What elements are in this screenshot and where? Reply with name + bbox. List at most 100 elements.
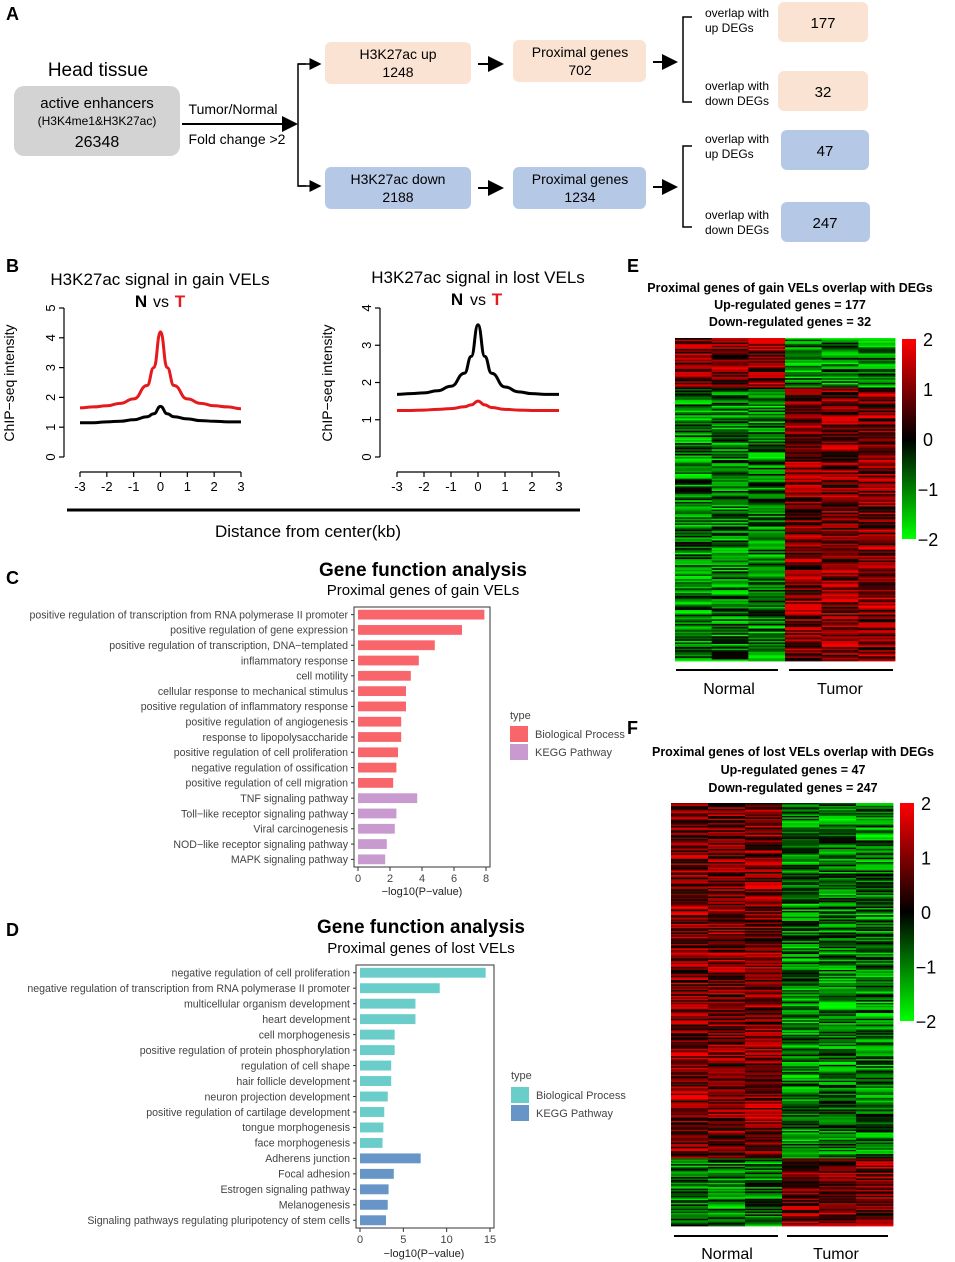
F-cell xyxy=(708,1194,746,1197)
F-cell xyxy=(819,905,857,907)
F-cell xyxy=(708,1096,746,1099)
E-cell xyxy=(858,362,896,365)
E-cell xyxy=(821,472,859,475)
F-cell xyxy=(782,834,820,837)
E-cell xyxy=(858,441,896,444)
F-cell xyxy=(708,1057,746,1060)
F-cell xyxy=(782,1046,820,1048)
b-left-ylabel: ChIP−seq intensity xyxy=(1,324,17,441)
f-colorbar xyxy=(900,803,914,1021)
F-cell xyxy=(745,1077,783,1080)
E-cell xyxy=(748,557,786,560)
F-cell xyxy=(856,1067,894,1070)
E-cell xyxy=(858,501,896,504)
F-cell xyxy=(782,1146,820,1149)
E-cell xyxy=(821,348,859,351)
F-cell xyxy=(745,906,783,909)
F-cell xyxy=(819,1095,857,1097)
E-cell xyxy=(675,370,713,373)
F-cell xyxy=(708,1164,746,1166)
F-cell xyxy=(708,1024,746,1027)
C-bar xyxy=(358,625,462,635)
F-cell xyxy=(819,831,857,834)
F-cell xyxy=(708,1112,746,1115)
F-cell xyxy=(782,1171,820,1174)
E-cell xyxy=(821,565,859,568)
F-cell xyxy=(671,936,709,939)
F-cell xyxy=(856,890,894,893)
F-cell xyxy=(819,1041,857,1044)
F-cell xyxy=(819,815,857,818)
F-cell xyxy=(782,837,820,840)
F-cell xyxy=(745,990,783,992)
E-cell xyxy=(711,644,749,646)
F-cell xyxy=(708,1056,746,1059)
F-cell xyxy=(819,836,857,838)
E-cell xyxy=(748,545,786,548)
E-cell xyxy=(785,557,823,560)
F-cell xyxy=(819,1051,857,1054)
F-cell xyxy=(671,1011,709,1014)
E-cell xyxy=(675,542,713,544)
E-cell xyxy=(785,656,823,659)
E-cell xyxy=(711,531,749,534)
F-cell xyxy=(708,923,746,926)
C-bar xyxy=(358,777,394,788)
E-cell xyxy=(711,526,749,529)
F-cell xyxy=(819,899,857,902)
F-cell xyxy=(819,867,857,870)
F-cell xyxy=(671,1125,709,1128)
F-cell xyxy=(782,1033,820,1036)
E-cell xyxy=(821,423,859,425)
E-cell xyxy=(858,521,896,524)
F-cell xyxy=(671,1129,709,1132)
F-cell xyxy=(819,1179,857,1182)
E-cell xyxy=(858,627,896,629)
E-cell xyxy=(858,379,896,382)
F-cell xyxy=(819,1122,857,1125)
F-cell xyxy=(819,933,857,936)
E-cell xyxy=(821,396,859,399)
F-cell xyxy=(782,920,820,923)
F-cell xyxy=(708,912,746,915)
E-cell xyxy=(821,469,859,472)
E-cell xyxy=(711,370,749,373)
F-cell xyxy=(745,883,783,886)
E-cell xyxy=(748,402,786,405)
F-cell xyxy=(819,893,857,896)
F-cell xyxy=(819,1182,857,1185)
E-cell xyxy=(785,603,823,606)
F-cell xyxy=(782,873,820,876)
E-cell xyxy=(821,562,859,565)
E-cell xyxy=(711,653,749,656)
F-cell xyxy=(745,948,783,951)
F-cell xyxy=(819,1156,857,1159)
F-cell xyxy=(782,1182,820,1185)
F-cell xyxy=(745,1156,783,1159)
F-cell xyxy=(745,1073,783,1076)
c-plot: positive regulation of transcription fro… xyxy=(29,606,491,885)
E-cell xyxy=(748,378,786,381)
E-cell xyxy=(748,368,786,371)
F-cell xyxy=(745,1008,783,1011)
E-cell xyxy=(675,398,713,401)
E-cell xyxy=(711,600,749,603)
E-cell xyxy=(675,619,713,622)
E-cell xyxy=(748,568,786,571)
F-cell xyxy=(745,1204,783,1207)
E-cell xyxy=(785,350,823,353)
E-cell xyxy=(821,552,859,555)
F-cell xyxy=(745,1158,783,1161)
F-cell xyxy=(745,1155,783,1158)
E-cell xyxy=(748,351,786,354)
E-cell xyxy=(711,376,749,379)
F-cell xyxy=(819,864,857,867)
E-cell xyxy=(711,608,749,611)
E-cell xyxy=(858,554,896,557)
E-cell xyxy=(711,636,749,639)
F-cell xyxy=(856,873,894,876)
E-cell xyxy=(858,568,896,571)
E-cell xyxy=(785,379,823,382)
F-cell xyxy=(782,841,820,844)
F-cell xyxy=(782,929,820,932)
